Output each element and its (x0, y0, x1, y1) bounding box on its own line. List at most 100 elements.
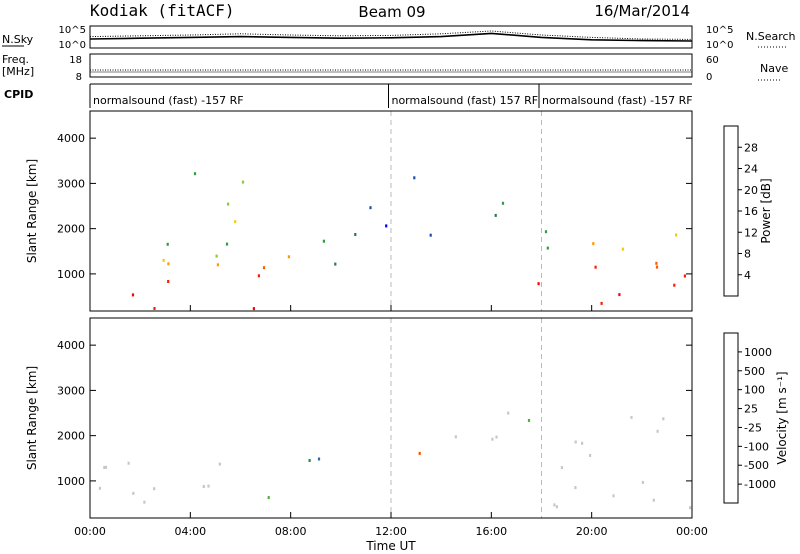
beam-title: Beam 09 (358, 3, 425, 21)
cbar-label-7: -1000 (744, 478, 776, 491)
freq-tick-low: 8 (76, 72, 82, 83)
cell-10-0 (527, 419, 531, 422)
cell-8-6 (560, 466, 563, 470)
cell-8-4 (574, 486, 577, 490)
cell-2-1 (167, 262, 170, 266)
cpid-segment-1: normalsound (fast) 157 RF (391, 94, 538, 107)
cell-8-0 (652, 498, 655, 502)
cbar-label-3: 16 (744, 205, 758, 218)
cell-8-0 (322, 239, 325, 243)
cell-0-2 (153, 307, 156, 310)
xtick-label-2: 08:00 (275, 525, 307, 538)
cbar-label-3: 25 (744, 403, 758, 416)
cell-22-1 (241, 180, 245, 184)
cell-0-4 (153, 487, 156, 491)
cell-19-1 (621, 247, 624, 251)
power-y-ticks: 1000 2000 3000 4000 (57, 132, 692, 281)
nsearch-tick-high: 10^5 (706, 25, 733, 36)
cell-22-2 (193, 172, 197, 176)
cbar-label-4: 20 (744, 184, 758, 197)
cell-8-8 (689, 506, 692, 510)
nave-label: Nave (760, 62, 788, 75)
cbar-frame (723, 125, 739, 297)
strip-line-0 (89, 32, 693, 42)
nsearch-tick-low: 10^0 (706, 40, 733, 51)
xtick-label-4: 16:00 (475, 525, 507, 538)
nave-tick-high: 60 (706, 55, 719, 66)
cbar-label-6: -500 (744, 459, 769, 472)
cell-2-0 (216, 263, 219, 267)
freq-strip-frame (89, 53, 693, 78)
velocity-colorbar: 1000 500 100 25 -25 -100 -500 -1000 (723, 332, 776, 504)
ytick-label-3: 4000 (57, 339, 85, 352)
nsky-tick-low: 10^0 (59, 40, 86, 51)
xtick-label-3: 12:00 (375, 525, 407, 538)
cell-1-0 (308, 459, 311, 462)
cell-8-9 (589, 453, 592, 457)
power-cells (131, 172, 686, 311)
nsky-strip-frame (89, 25, 693, 49)
cell-4-0 (267, 496, 270, 500)
cpid-segment-2: normalsound (fast) -157 RF (542, 94, 693, 107)
cell-19-0 (592, 242, 595, 246)
power-gridlines (390, 111, 542, 311)
cell-4-0 (225, 242, 229, 246)
cell-0-1 (252, 307, 255, 311)
cell-8-3 (555, 505, 558, 509)
cell-0-7 (218, 462, 221, 466)
cell-14-0 (413, 176, 416, 180)
cbar-label-0: 1000 (744, 346, 772, 359)
cbar-label-1: 500 (744, 365, 765, 378)
cell-15-1 (494, 213, 497, 217)
cpid-label: CPID (4, 88, 33, 101)
cbar-label-5: 24 (744, 163, 758, 176)
cell-1-1 (167, 280, 170, 283)
cell-16-1 (544, 230, 548, 234)
cell-3-1 (215, 254, 218, 258)
freq-tick-high: 18 (69, 55, 82, 66)
cell-2-0 (317, 457, 321, 461)
nsky-tick-high: 10^5 (59, 25, 86, 36)
cbar-label-6: 28 (744, 141, 758, 154)
cell-0-3 (127, 461, 130, 465)
cell-8-2 (574, 440, 577, 444)
cell-18-1 (655, 261, 658, 265)
cell-8-5 (612, 494, 615, 498)
cell-0-9 (98, 486, 101, 490)
freq-label-line2: [MHz] (2, 65, 34, 78)
nsky-series (89, 30, 693, 42)
cell-9-0 (662, 417, 665, 421)
cell-10-0 (334, 262, 337, 266)
ytick-label-1: 2000 (57, 223, 85, 236)
freq-label-line1: Freq. (2, 53, 29, 66)
power-colorbar: 4 8 12 16 20 24 28 (723, 125, 758, 297)
site-title: Kodiak (fitACF) (90, 1, 235, 20)
cbar-label-5: -100 (744, 440, 769, 453)
cell-17-2 (537, 282, 540, 286)
cell-17-1 (683, 274, 686, 278)
cell-0-0 (131, 293, 135, 297)
cell-9-1 (656, 429, 659, 433)
velocity-ylabel: Slant Range [km] (25, 366, 39, 470)
freq-series (90, 69, 692, 73)
ytick-label-2: 3000 (57, 177, 85, 190)
cell-11-2 (385, 224, 388, 228)
ytick-label-0: 1000 (57, 268, 85, 281)
cell-7-1 (454, 435, 457, 439)
xtick-label-5: 20:00 (576, 525, 608, 538)
cell-20-1 (618, 293, 621, 297)
ytick-label-3: 4000 (57, 132, 85, 145)
cell-16-0 (546, 246, 549, 250)
strip-line-1 (89, 30, 693, 40)
nsky-label: N.Sky (2, 33, 34, 46)
cell-6-0 (418, 451, 421, 455)
power-ylabel: Slant Range [km] (25, 159, 39, 263)
cell-1-0 (257, 274, 260, 278)
cpid-segments: normalsound (fast) -157 RF normalsound (f… (89, 84, 693, 108)
cbar-label-1: 8 (744, 248, 751, 261)
velocity-cells (98, 411, 692, 510)
cell-0-6 (207, 484, 210, 488)
xtick-label-0: 00:00 (74, 525, 106, 538)
cell-7-2 (491, 437, 494, 441)
